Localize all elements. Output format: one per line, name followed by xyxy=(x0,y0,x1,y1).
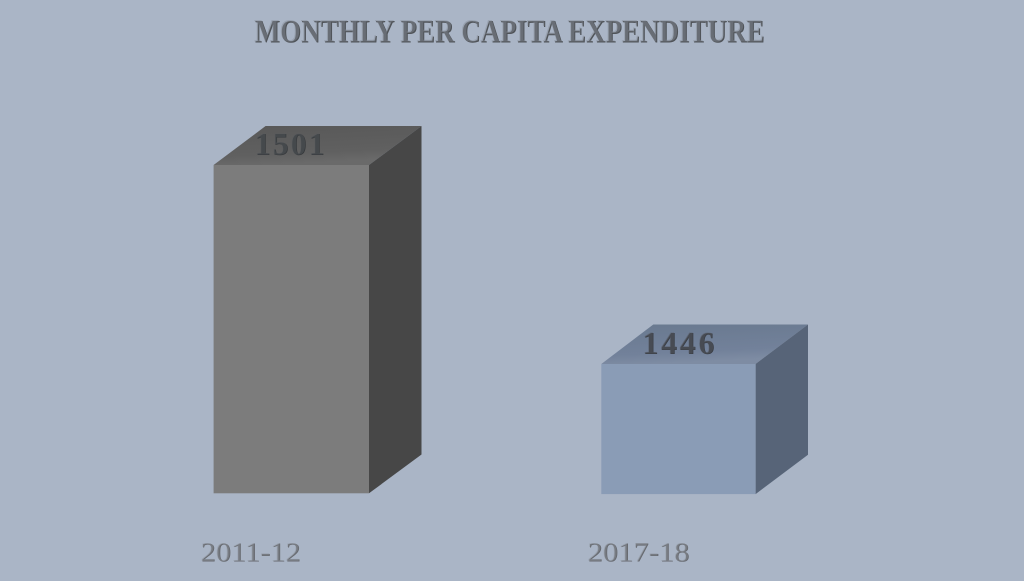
svg-text:MONTHLY PER CAPITA EXPENDITURE: MONTHLY PER CAPITA EXPENDITURE xyxy=(255,15,765,51)
svg-text:2011-12: 2011-12 xyxy=(201,537,301,568)
svg-text:2017-18: 2017-18 xyxy=(588,537,690,568)
svg-text:MONTHLY PER CAPITA EXPENDITURE: MONTHLY PER CAPITA EXPENDITURE xyxy=(254,14,764,50)
svg-text:2017-18: 2017-18 xyxy=(587,536,689,567)
svg-text:2011-12: 2011-12 xyxy=(200,536,300,567)
